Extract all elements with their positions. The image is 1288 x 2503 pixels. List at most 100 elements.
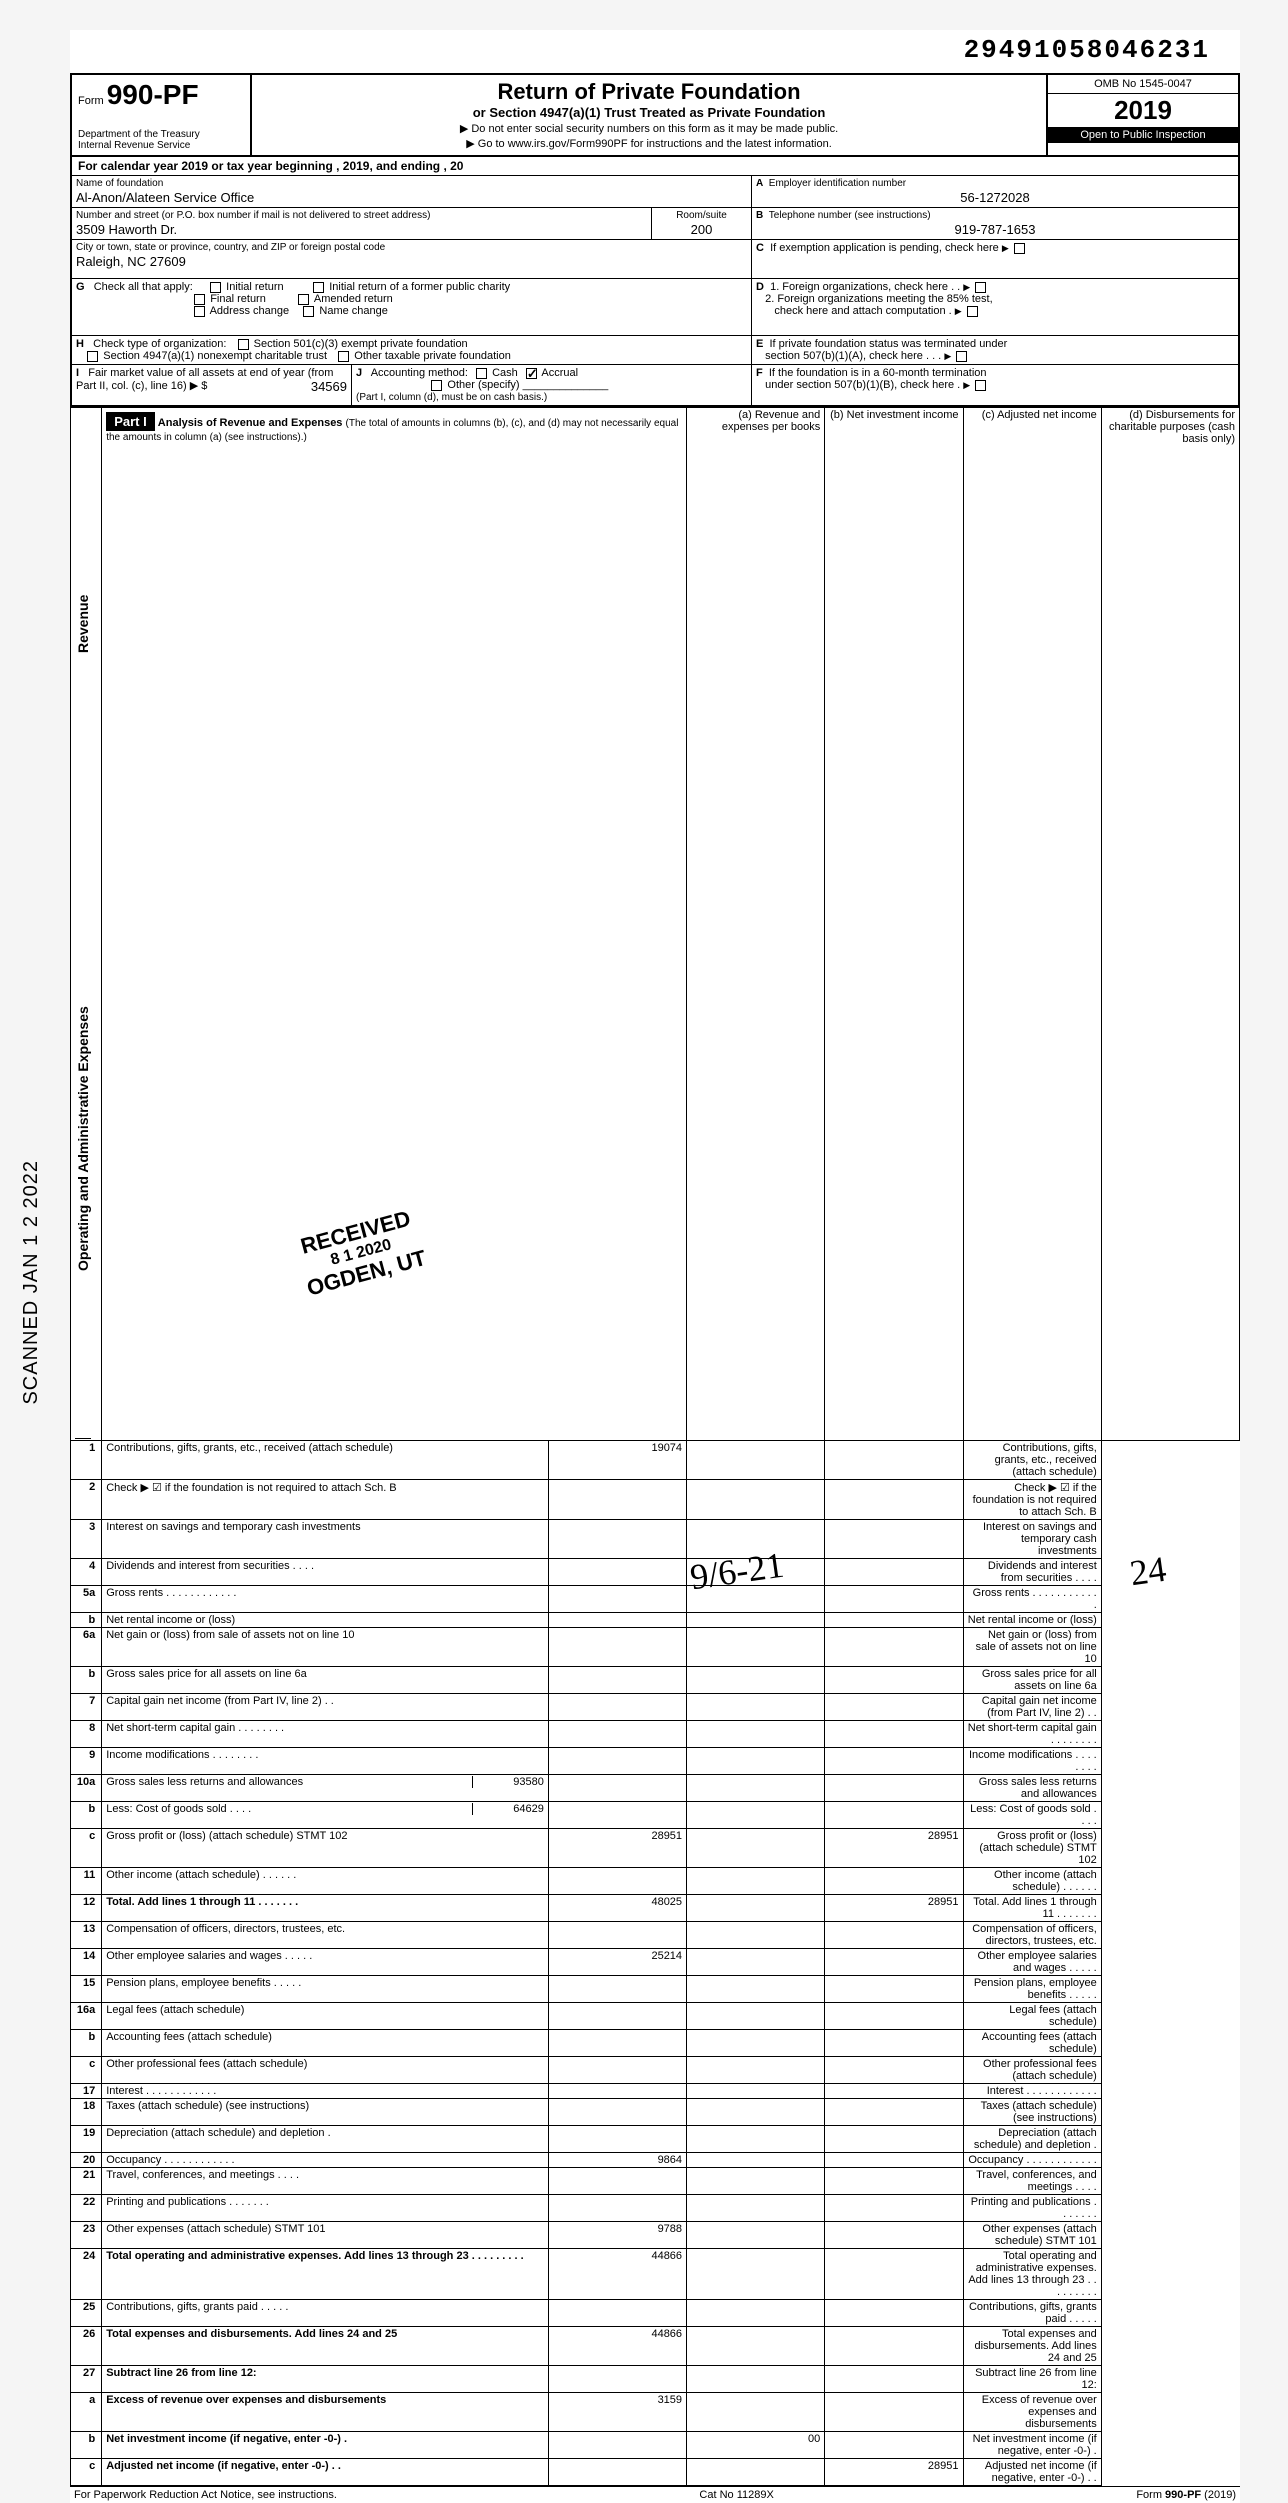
amount-cell — [687, 2249, 825, 2300]
terminated-checkbox[interactable] — [956, 351, 967, 362]
check-apply: Check all that apply: — [94, 281, 193, 293]
line-number: 3 — [71, 1520, 102, 1559]
amount-cell: Capital gain net income (from Part IV, l… — [963, 1694, 1101, 1721]
amount-cell — [825, 2003, 963, 2030]
amount-cell — [548, 2168, 686, 2195]
table-row: 20Occupancy . . . . . . . . . . . .9864O… — [71, 2153, 1240, 2168]
exemption-checkbox[interactable] — [1014, 243, 1025, 254]
form-footer: Form 990-PF (2019) — [1136, 2489, 1236, 2501]
initial-former-checkbox[interactable] — [313, 282, 324, 293]
tax-year: 2019 — [1048, 94, 1238, 127]
amount-cell — [825, 1775, 963, 1802]
amount-cell: 25214 — [548, 1949, 686, 1976]
line-description: Capital gain net income (from Part IV, l… — [102, 1694, 549, 1721]
block-i-label: I — [76, 367, 79, 379]
footer: For Paperwork Reduction Act Notice, see … — [70, 2486, 1240, 2503]
amount-cell: Other professional fees (attach schedule… — [963, 2057, 1101, 2084]
table-row: 25Contributions, gifts, grants paid . . … — [71, 2300, 1240, 2327]
amount-cell — [548, 2366, 686, 2393]
other-taxable-checkbox[interactable] — [338, 351, 349, 362]
amount-cell — [687, 2084, 825, 2099]
line-description: Accounting fees (attach schedule) — [102, 2030, 549, 2057]
table-row: 7Capital gain net income (from Part IV, … — [71, 1694, 1240, 1721]
foreign-org-checkbox[interactable] — [975, 282, 986, 293]
amount-cell — [825, 2126, 963, 2153]
line-description: Interest . . . . . . . . . . . . — [102, 2084, 549, 2099]
amount-cell — [687, 2459, 825, 2486]
table-row: aExcess of revenue over expenses and dis… — [71, 2393, 1240, 2432]
name-change-checkbox[interactable] — [303, 306, 314, 317]
amount-cell: Other employee salaries and wages . . . … — [963, 1949, 1101, 1976]
table-row: 19Depreciation (attach schedule) and dep… — [71, 2126, 1240, 2153]
amount-cell — [548, 2057, 686, 2084]
amount-cell: 19074 — [548, 1441, 686, 1480]
initial-former: Initial return of a former public charit… — [329, 281, 510, 293]
line-description: Check ▶ ☑ if the foundation is not requi… — [102, 1480, 549, 1520]
phone-label: Telephone number (see instructions) — [769, 210, 931, 221]
line-description: Net gain or (loss) from sale of assets n… — [102, 1628, 549, 1667]
line-description: Gross sales less returns and allowances9… — [102, 1775, 549, 1802]
amount-cell — [825, 1949, 963, 1976]
amount-cell: Total operating and administrative expen… — [963, 2249, 1101, 2300]
phone-value: 919-787-1653 — [756, 221, 1234, 237]
room-value: 200 — [656, 221, 747, 237]
line-number: c — [71, 2459, 102, 2486]
line-number: b — [71, 1802, 102, 1829]
table-row: 11Other income (attach schedule) . . . .… — [71, 1868, 1240, 1895]
amount-cell — [687, 1949, 825, 1976]
col-b-header: (b) Net investment income — [825, 408, 963, 1441]
amount-cell: Check ▶ ☑ if the foundation is not requi… — [963, 1480, 1101, 1520]
amount-cell: Accounting fees (attach schedule) — [963, 2030, 1101, 2057]
amount-cell: Gross rents . . . . . . . . . . . . — [963, 1586, 1101, 1613]
amount-cell — [548, 2195, 686, 2222]
line-description: Excess of revenue over expenses and disb… — [102, 2393, 549, 2432]
amount-cell — [825, 2366, 963, 2393]
60month-checkbox[interactable] — [975, 380, 986, 391]
accrual-label: Accrual — [541, 367, 578, 379]
table-row: 15Pension plans, employee benefits . . .… — [71, 1976, 1240, 2003]
dept-treasury: Department of the Treasury — [78, 129, 244, 140]
cash-basis-note: (Part I, column (d), must be on cash bas… — [356, 392, 547, 403]
line-number: 22 — [71, 2195, 102, 2222]
block-h-label: H — [76, 338, 84, 350]
amended-return-checkbox[interactable] — [298, 294, 309, 305]
amount-cell — [687, 1613, 825, 1628]
line-description: Total operating and administrative expen… — [102, 2249, 549, 2300]
amount-cell: Gross sales price for all assets on line… — [963, 1667, 1101, 1694]
table-row: 24Total operating and administrative exp… — [71, 2249, 1240, 2300]
table-row: bNet rental income or (loss)Net rental i… — [71, 1613, 1240, 1628]
line-description: Other income (attach schedule) . . . . .… — [102, 1868, 549, 1895]
4947-checkbox[interactable] — [87, 351, 98, 362]
line-description: Occupancy . . . . . . . . . . . . — [102, 2153, 549, 2168]
accrual-checkbox[interactable] — [526, 368, 537, 379]
table-row: 23Other expenses (attach schedule) STMT … — [71, 2222, 1240, 2249]
table-row: 4Dividends and interest from securities … — [71, 1559, 1240, 1586]
amount-cell — [825, 1667, 963, 1694]
other-method-checkbox[interactable] — [431, 380, 442, 391]
cash-checkbox[interactable] — [476, 368, 487, 379]
col-a-header: (a) Revenue and expenses per books — [687, 408, 825, 1441]
amount-cell — [548, 2099, 686, 2126]
terminated-1: If private foundation status was termina… — [769, 338, 1007, 350]
amount-cell — [825, 2195, 963, 2222]
amount-cell — [825, 1976, 963, 2003]
amount-cell — [687, 1721, 825, 1748]
block-c-label: C — [756, 242, 764, 254]
amount-cell — [687, 1748, 825, 1775]
line-number: 10a — [71, 1775, 102, 1802]
address-change-checkbox[interactable] — [194, 306, 205, 317]
final-return-checkbox[interactable] — [194, 294, 205, 305]
60month-1: If the foundation is in a 60-month termi… — [769, 367, 987, 379]
form-page: 29491058046231 Form 990-PF Department of… — [70, 30, 1240, 2503]
line-number: 25 — [71, 2300, 102, 2327]
foreign-85-checkbox[interactable] — [967, 306, 978, 317]
amount-cell: Total expenses and disbursements. Add li… — [963, 2327, 1101, 2366]
line-description: Net rental income or (loss) — [102, 1613, 549, 1628]
amount-cell — [548, 1559, 686, 1586]
table-row: 27Subtract line 26 from line 12:Subtract… — [71, 2366, 1240, 2393]
initial-return-checkbox[interactable] — [210, 282, 221, 293]
amount-cell — [687, 1694, 825, 1721]
fmv-value: 34569 — [311, 379, 347, 394]
amended-return: Amended return — [314, 293, 393, 305]
501c3-checkbox[interactable] — [238, 339, 249, 350]
